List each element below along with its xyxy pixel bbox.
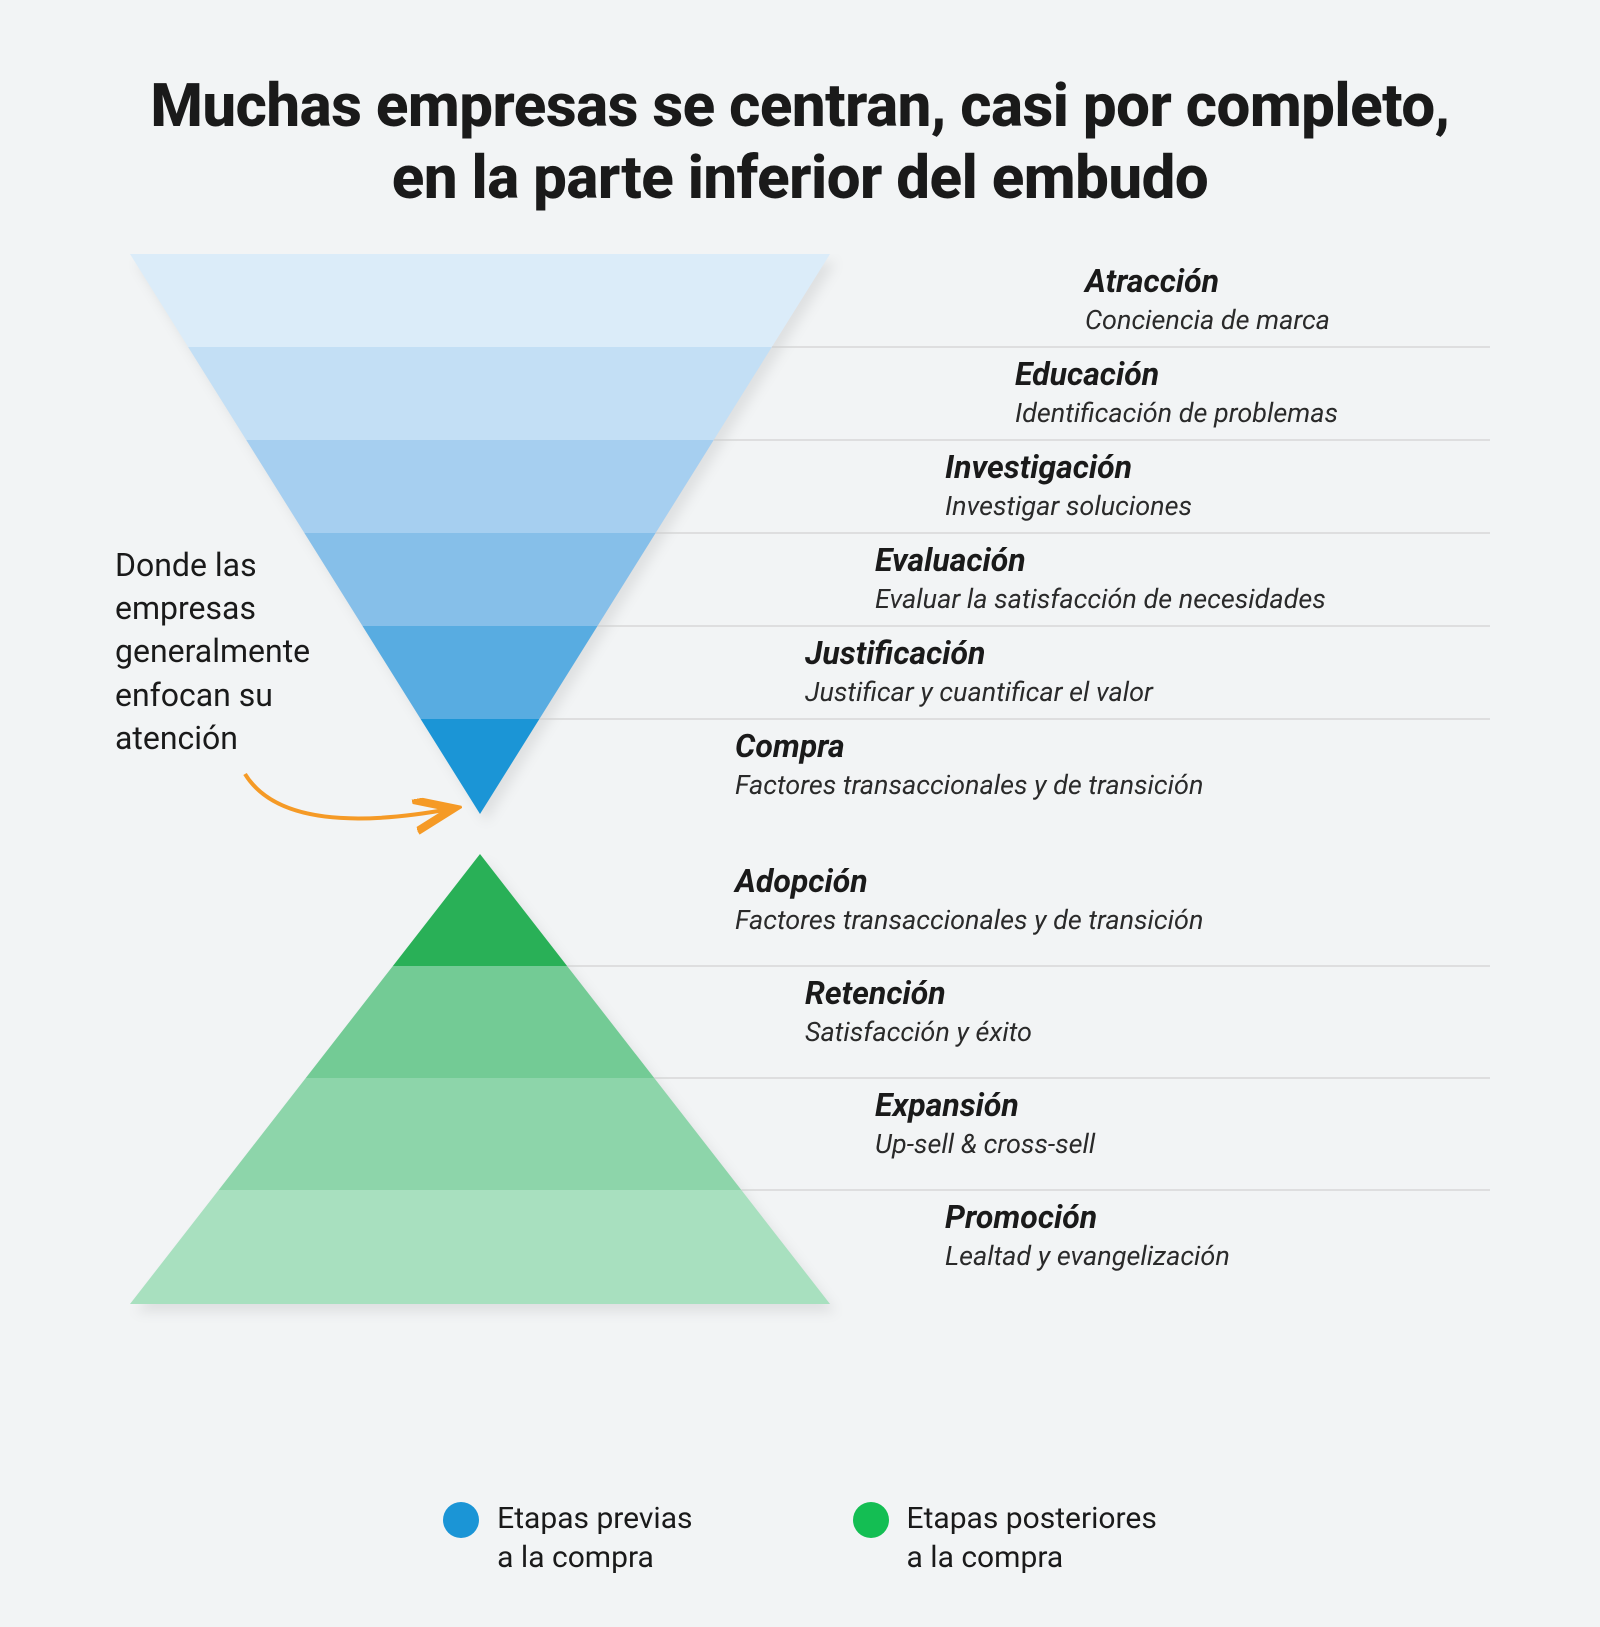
stage-title: Justificación: [805, 634, 1153, 672]
stage-title: Atracción: [1085, 262, 1330, 300]
stage-title: Expansión: [875, 1086, 1095, 1124]
stage-sub: Justificar y cuantificar el valor: [805, 676, 1153, 708]
stage-label: Expansión Up-sell & cross-sell: [875, 1086, 1095, 1160]
stage-sub: Factores transaccionales y de transición: [735, 769, 1203, 801]
stage-sub: Evaluar la satisfacción de necesidades: [875, 583, 1326, 615]
stage-title: Evaluación: [875, 541, 1326, 579]
callout-text: Donde las empresas generalmente enfocan …: [115, 544, 375, 760]
stage-label: Adopción Factores transaccionales y de tr…: [735, 862, 1203, 936]
stage-sub: Factores transaccionales y de transición: [735, 904, 1203, 936]
legend-label-pre: Etapas previasa la compra: [497, 1499, 692, 1577]
legend: Etapas previasa la compra Etapas posteri…: [0, 1499, 1600, 1577]
legend-dot-pre: [443, 1502, 479, 1538]
stage-label: Compra Factores transaccionales y de tran…: [735, 727, 1203, 801]
stage-label: Educación Identificación de problemas: [1015, 355, 1338, 429]
stage-title: Adopción: [735, 862, 1203, 900]
stage-title: Compra: [735, 727, 1203, 765]
stage-label: Investigación Investigar soluciones: [945, 448, 1192, 522]
stage-label: Retención Satisfacción y éxito: [805, 974, 1032, 1048]
stage-title: Investigación: [945, 448, 1192, 486]
stage-labels-container: Atracción Conciencia de marca Educación Ide…: [0, 254, 1600, 1414]
stage-sub: Investigar soluciones: [945, 490, 1192, 522]
stage-label: Promoción Lealtad y evangelización: [945, 1198, 1230, 1272]
hourglass-diagram: Atracción Conciencia de marca Educación Ide…: [0, 254, 1600, 1414]
stage-sub: Up-sell & cross-sell: [875, 1128, 1095, 1160]
stage-label: Evaluación Evaluar la satisfacción de nec…: [875, 541, 1326, 615]
stage-title: Promoción: [945, 1198, 1230, 1236]
legend-item-post: Etapas posterioresa la compra: [853, 1499, 1157, 1577]
stage-sub: Identificación de problemas: [1015, 397, 1338, 429]
legend-label-post: Etapas posterioresa la compra: [907, 1499, 1157, 1577]
stage-label: Atracción Conciencia de marca: [1085, 262, 1330, 336]
stage-sub: Conciencia de marca: [1085, 304, 1330, 336]
stage-title: Educación: [1015, 355, 1338, 393]
legend-dot-post: [853, 1502, 889, 1538]
stage-title: Retención: [805, 974, 1032, 1012]
stage-label: Justificación Justificar y cuantificar el…: [805, 634, 1153, 708]
stage-sub: Lealtad y evangelización: [945, 1240, 1230, 1272]
page-title: Muchas empresas se centran, casi por com…: [0, 0, 1600, 254]
stage-sub: Satisfacción y éxito: [805, 1016, 1032, 1048]
legend-item-pre: Etapas previasa la compra: [443, 1499, 692, 1577]
